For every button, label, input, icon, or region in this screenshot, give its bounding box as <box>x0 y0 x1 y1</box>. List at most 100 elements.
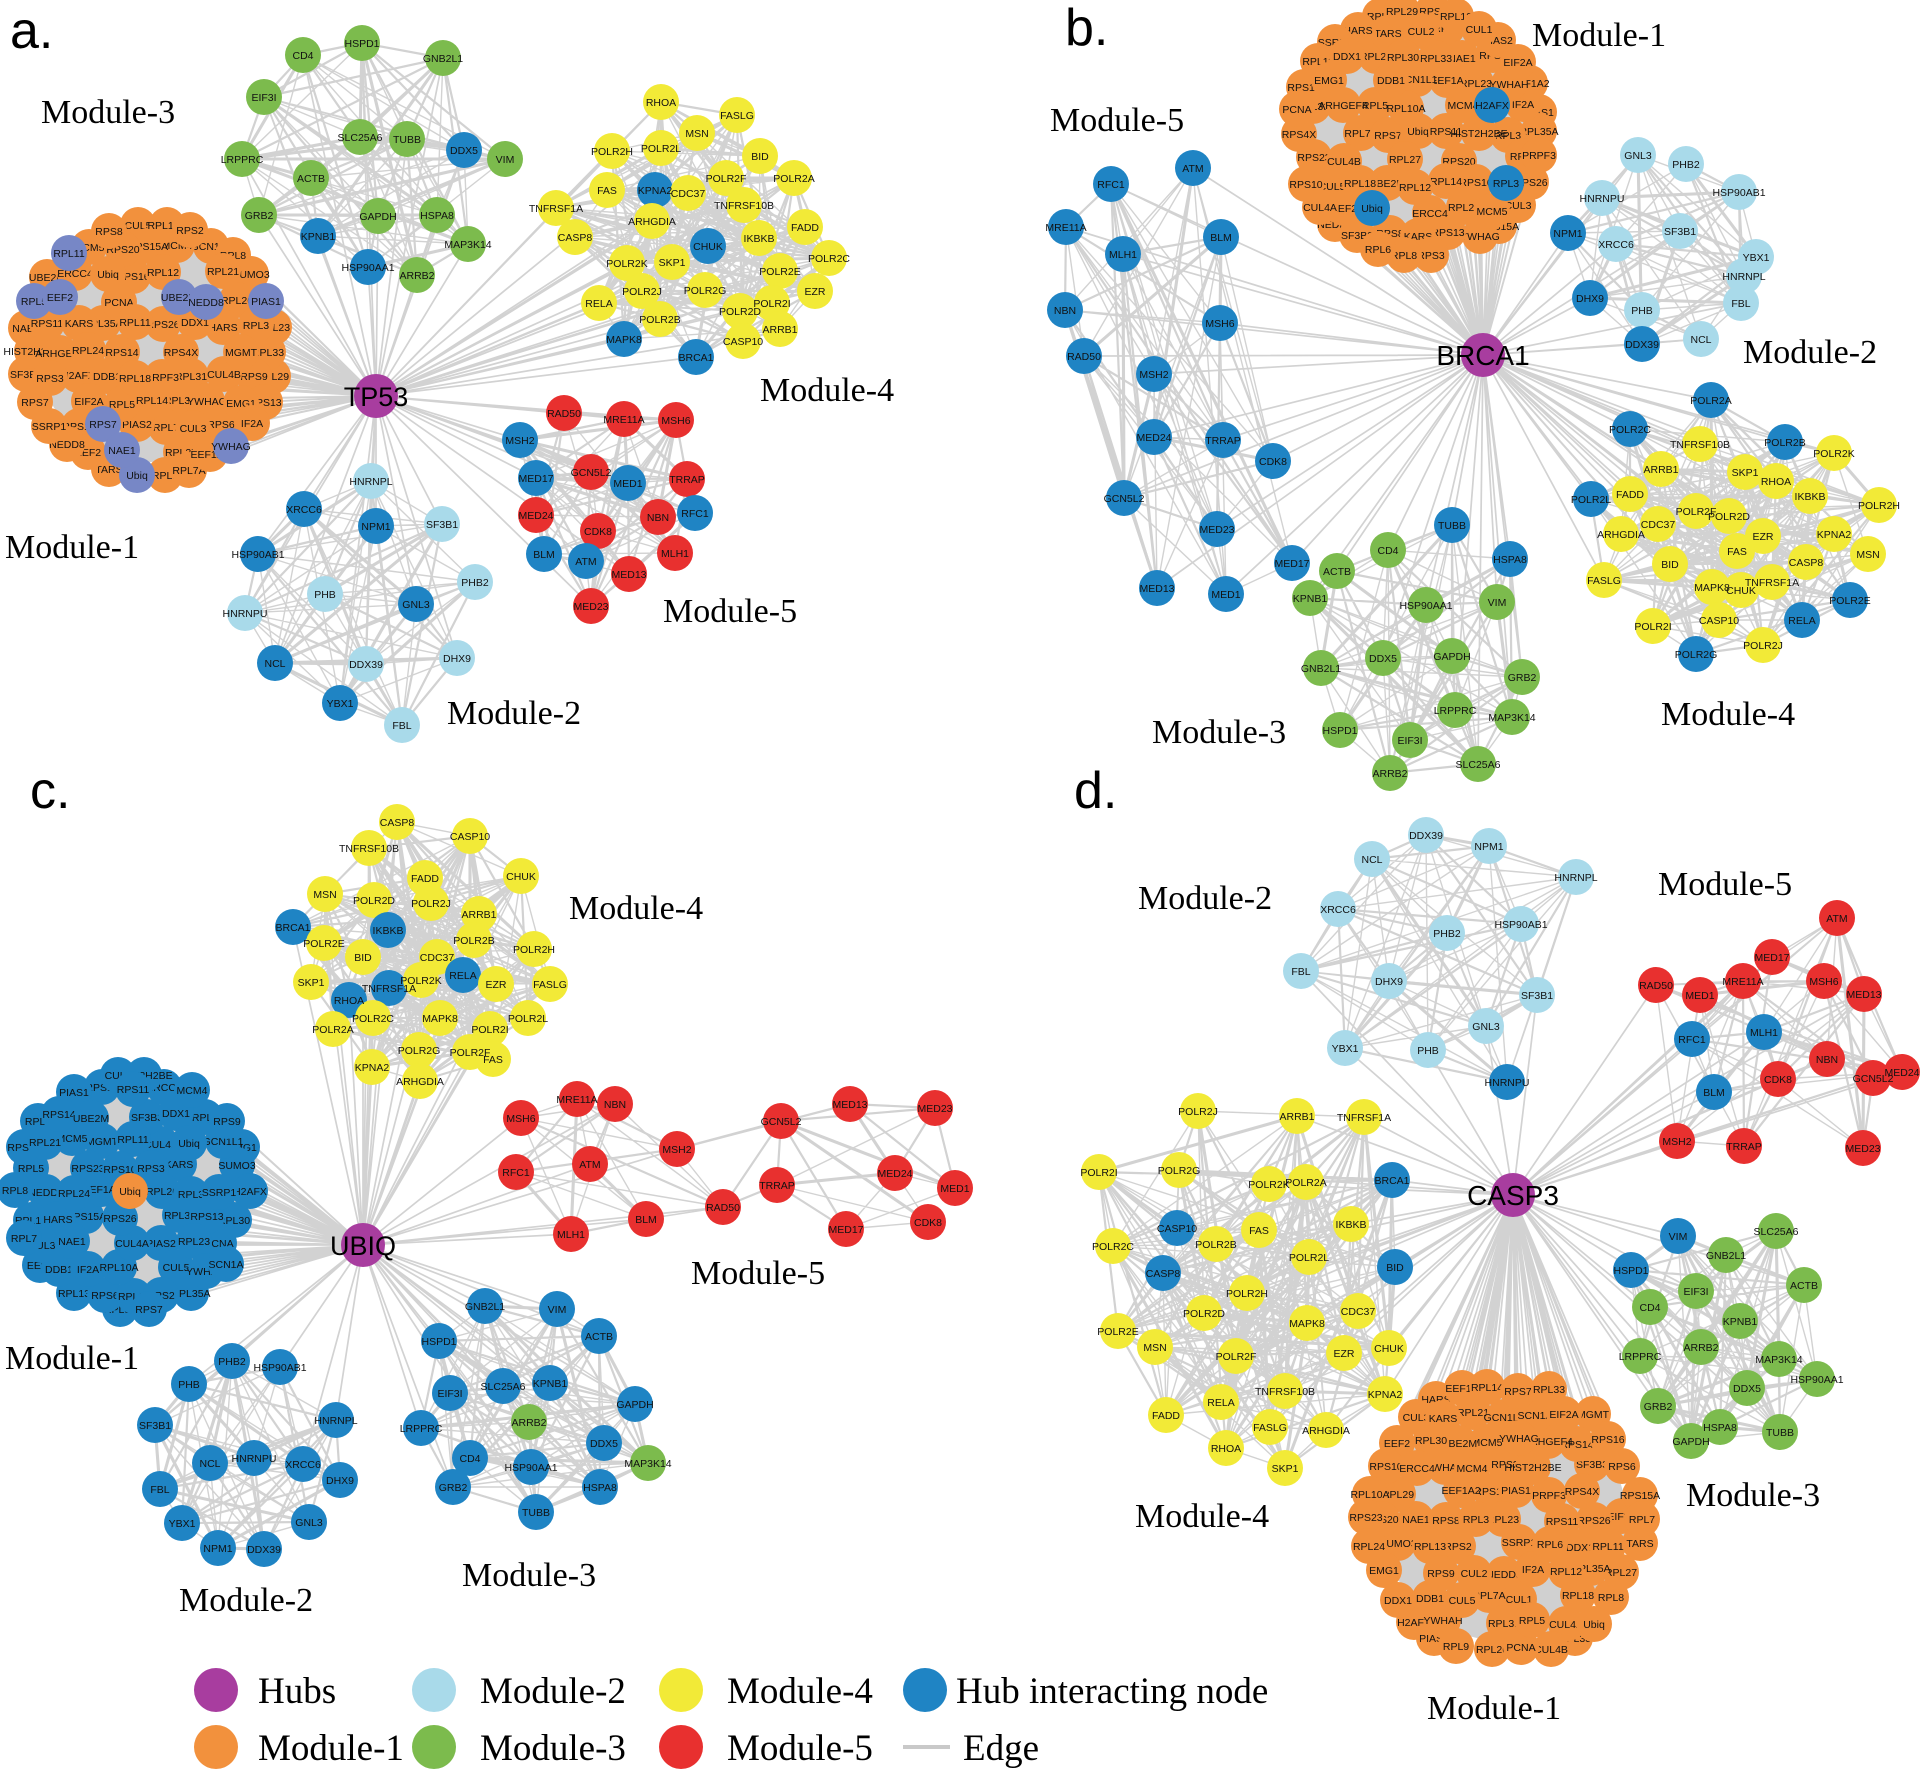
svg-text:FAS: FAS <box>1249 1225 1269 1237</box>
svg-text:CASP10: CASP10 <box>450 831 490 843</box>
svg-text:BLM: BLM <box>533 549 555 561</box>
svg-text:Ubiq: Ubiq <box>1407 126 1429 138</box>
svg-text:TUBB: TUBB <box>1766 1427 1794 1439</box>
svg-text:SSRP1: SSRP1 <box>32 421 67 433</box>
svg-text:NPM1: NPM1 <box>361 521 390 533</box>
svg-text:POLR2K: POLR2K <box>400 975 441 987</box>
svg-text:RFC1: RFC1 <box>1097 179 1125 191</box>
svg-text:IKBKB: IKBKB <box>1336 1219 1367 1231</box>
svg-text:RPL3: RPL3 <box>1463 1514 1489 1526</box>
svg-text:RPL10A: RPL10A <box>1350 1489 1389 1501</box>
svg-text:RPS15A: RPS15A <box>1620 1490 1660 1502</box>
svg-text:Ubiq: Ubiq <box>119 1186 141 1198</box>
svg-text:EZR: EZR <box>1753 531 1774 543</box>
svg-text:RPL23: RPL23 <box>1487 1514 1519 1526</box>
svg-text:KPNB1: KPNB1 <box>533 1378 568 1390</box>
svg-text:ARRB1: ARRB1 <box>1279 1111 1314 1123</box>
svg-text:ERCC4: ERCC4 <box>1399 1463 1435 1475</box>
svg-text:MED23: MED23 <box>1845 1143 1880 1155</box>
svg-text:FASLG: FASLG <box>1253 1422 1287 1434</box>
svg-text:RPL7A: RPL7A <box>1344 128 1377 140</box>
svg-text:RPS14: RPS14 <box>42 1109 75 1121</box>
svg-text:HSP90AB1: HSP90AB1 <box>231 549 284 561</box>
svg-text:RPL30: RPL30 <box>1387 52 1419 64</box>
svg-text:ARHGEF4: ARHGEF4 <box>1318 100 1368 112</box>
svg-text:RPS3: RPS3 <box>1491 1459 1519 1471</box>
svg-text:HNRNPL: HNRNPL <box>1554 872 1597 884</box>
svg-text:NPM1: NPM1 <box>203 1543 232 1555</box>
svg-text:TARS: TARS <box>95 464 122 476</box>
svg-text:SUMO3: SUMO3 <box>232 269 270 281</box>
svg-text:XRCC6: XRCC6 <box>285 1459 321 1471</box>
svg-text:RPL26: RPL26 <box>221 295 253 307</box>
svg-text:POLR2G: POLR2G <box>398 1045 441 1057</box>
svg-text:GAPDH: GAPDH <box>1433 651 1470 663</box>
svg-text:b.: b. <box>1065 0 1108 57</box>
svg-text:RELA: RELA <box>449 970 476 982</box>
svg-text:Module-3: Module-3 <box>480 1728 626 1769</box>
svg-text:POLR2G: POLR2G <box>1675 649 1718 661</box>
svg-text:POLR2A: POLR2A <box>312 1024 353 1036</box>
svg-text:POLR2G: POLR2G <box>1158 1165 1201 1177</box>
svg-text:RPS16: RPS16 <box>1459 177 1492 189</box>
svg-text:RPL13: RPL13 <box>58 1288 90 1300</box>
svg-text:RPL21: RPL21 <box>207 266 239 278</box>
svg-text:YWHAG: YWHAG <box>187 396 227 408</box>
svg-text:SSRP1: SSRP1 <box>1502 1537 1537 1549</box>
svg-text:PHB2: PHB2 <box>1672 159 1700 171</box>
svg-text:H2AFX: H2AFX <box>1475 100 1509 112</box>
svg-text:SF3B1: SF3B1 <box>1664 226 1696 238</box>
svg-text:RPS3: RPS3 <box>36 373 64 385</box>
svg-text:MED24: MED24 <box>518 510 553 522</box>
svg-text:POLR2B: POLR2B <box>453 935 494 947</box>
svg-text:LRPPRC: LRPPRC <box>1619 1351 1662 1363</box>
svg-text:Hubs: Hubs <box>258 1671 336 1712</box>
svg-text:CUL2: CUL2 <box>1408 26 1435 38</box>
svg-text:RPL23: RPL23 <box>178 1236 210 1248</box>
svg-text:RPS8: RPS8 <box>95 226 123 238</box>
svg-text:CUL3: CUL3 <box>180 423 207 435</box>
svg-text:NCL: NCL <box>1690 334 1711 346</box>
svg-text:RELA: RELA <box>1207 1397 1234 1409</box>
svg-text:Module-2: Module-2 <box>1743 334 1877 371</box>
svg-text:RPS4X: RPS4X <box>1282 129 1316 141</box>
svg-text:Module-1: Module-1 <box>1427 1690 1561 1727</box>
svg-text:EEF2: EEF2 <box>1384 1438 1410 1450</box>
svg-text:Edge: Edge <box>963 1728 1039 1769</box>
svg-text:CD4: CD4 <box>292 50 313 62</box>
svg-text:DHX9: DHX9 <box>443 653 471 665</box>
svg-text:RHOA: RHOA <box>1761 476 1791 488</box>
svg-text:RPS6: RPS6 <box>1608 1461 1636 1473</box>
svg-text:CD4: CD4 <box>1377 545 1398 557</box>
svg-text:VIM: VIM <box>548 1304 567 1316</box>
svg-text:DDX39: DDX39 <box>247 1544 281 1556</box>
svg-text:RPL8: RPL8 <box>1391 250 1417 262</box>
svg-text:GCN5L2: GCN5L2 <box>1104 493 1145 505</box>
svg-text:RAD50: RAD50 <box>547 408 581 420</box>
svg-text:POLR2B: POLR2B <box>639 314 680 326</box>
svg-text:MAPK8: MAPK8 <box>1289 1318 1325 1330</box>
svg-text:EZR: EZR <box>805 286 826 298</box>
svg-text:CD4: CD4 <box>459 1453 480 1465</box>
svg-text:RPL11: RPL11 <box>119 317 150 329</box>
svg-text:PCNA: PCNA <box>104 297 133 309</box>
svg-text:ATM: ATM <box>1826 913 1847 925</box>
svg-text:NBN: NBN <box>1054 305 1076 317</box>
svg-text:ATM: ATM <box>575 556 596 568</box>
svg-text:CUL4A: CUL4A <box>1549 1619 1583 1631</box>
svg-text:TNFRSF10B: TNFRSF10B <box>1670 439 1730 451</box>
svg-text:RELA: RELA <box>1788 615 1815 627</box>
svg-text:POLR2L: POLR2L <box>1571 494 1611 506</box>
svg-text:FBL: FBL <box>150 1484 169 1496</box>
svg-text:Module-3: Module-3 <box>41 94 175 131</box>
svg-text:LRPPRC: LRPPRC <box>1434 705 1477 717</box>
svg-text:KPNA2: KPNA2 <box>355 1062 390 1074</box>
svg-text:DHX9: DHX9 <box>326 1475 354 1487</box>
svg-text:GNL3: GNL3 <box>295 1517 323 1529</box>
svg-text:Ubiq: Ubiq <box>97 269 119 281</box>
svg-text:Module-5: Module-5 <box>1050 102 1184 139</box>
svg-text:RPL14: RPL14 <box>1430 176 1462 188</box>
svg-text:CD4: CD4 <box>1639 1302 1660 1314</box>
svg-text:Module-4: Module-4 <box>727 1671 873 1712</box>
svg-text:NEDD8: NEDD8 <box>188 297 224 309</box>
